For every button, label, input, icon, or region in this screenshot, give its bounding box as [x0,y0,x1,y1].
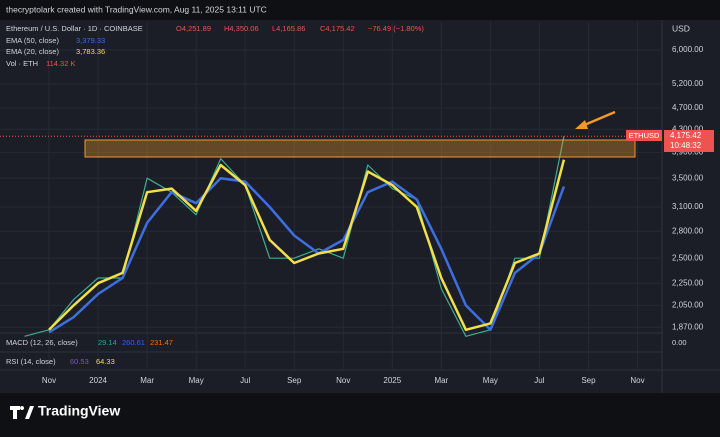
resistance-box [84,139,636,158]
macd-value: 29.14 [98,338,117,347]
logo-icon [10,406,34,419]
y-tick-label: 3,500.00 [672,173,704,182]
volume-name: Vol · ETH [6,59,38,68]
volume-value: 114.32 K [46,59,75,68]
arrow-head [575,120,588,129]
x-tick-label: Nov [630,376,644,385]
x-tick-label: 2024 [89,376,107,385]
symbol: Ethereum / U.S. Dollar · 1D · COINBASE [6,24,143,33]
x-tick-label: Jul [534,376,544,385]
tag-symbol: ETHUSD [629,131,660,140]
credit: thecryptolark created with TradingView.c… [6,4,267,14]
y-tick-label: 6,000.00 [672,45,704,54]
tag-price-bg [664,130,714,152]
open: O4,251.89 [176,24,211,33]
currency: USD [672,23,690,33]
y-tick-label: 2,800.00 [672,226,704,235]
legend-entry: EMA (50, close) [6,36,59,45]
macd-value: 231.47 [150,338,173,347]
series-line [24,136,565,337]
low: L4,165.86 [272,24,305,33]
arrow [581,110,616,128]
rsi-value: 60.53 [70,357,89,366]
x-tick-label: May [483,376,498,385]
x-tick-label: Sep [581,376,596,385]
rsi-name: RSI (14, close) [6,357,56,366]
macd-zero: 0.00 [672,338,687,347]
close: C4,175.42 [320,24,355,33]
x-tick-label: Mar [140,376,154,385]
legend-value: 3,379.33 [76,36,105,45]
legend-value: 3,783.36 [76,47,105,56]
macd-name: MACD (12, 26, close) [6,338,78,347]
tag-symbol-bg [626,130,662,141]
x-tick-label: May [189,376,204,385]
y-tick-label: 3,900.00 [672,148,704,157]
y-tick-label: 2,250.00 [672,278,704,287]
legend-entry: EMA (20, close) [6,47,59,56]
y-tick-label: 1,870.00 [672,322,704,331]
x-tick-label: Jul [240,376,250,385]
y-tick-label: 5,200.00 [672,79,704,88]
y-tick-label: 4,700.00 [672,103,704,112]
y-tick-label: 2,050.00 [672,300,704,309]
x-tick-label: Nov [42,376,56,385]
rsi-value: 64.33 [96,357,115,366]
high: H4,350.06 [224,24,259,33]
y-tick-label: 4,300.00 [672,124,704,133]
x-tick-label: Nov [336,376,350,385]
series-line [48,159,566,332]
change: −76.49 (−1.80%) [368,24,424,33]
x-tick-label: Mar [434,376,448,385]
tag-price: 4,175.42 [670,131,702,140]
y-tick-label: 3,100.00 [672,202,704,211]
y-tick-label: 2,500.00 [672,253,704,262]
logo: TradingView [38,403,120,419]
tag-countdown: 10:48:32 [670,141,702,150]
series-line [48,176,566,334]
x-tick-label: Sep [287,376,302,385]
x-tick-label: 2025 [383,376,401,385]
macd-value: 260.61 [122,338,145,347]
